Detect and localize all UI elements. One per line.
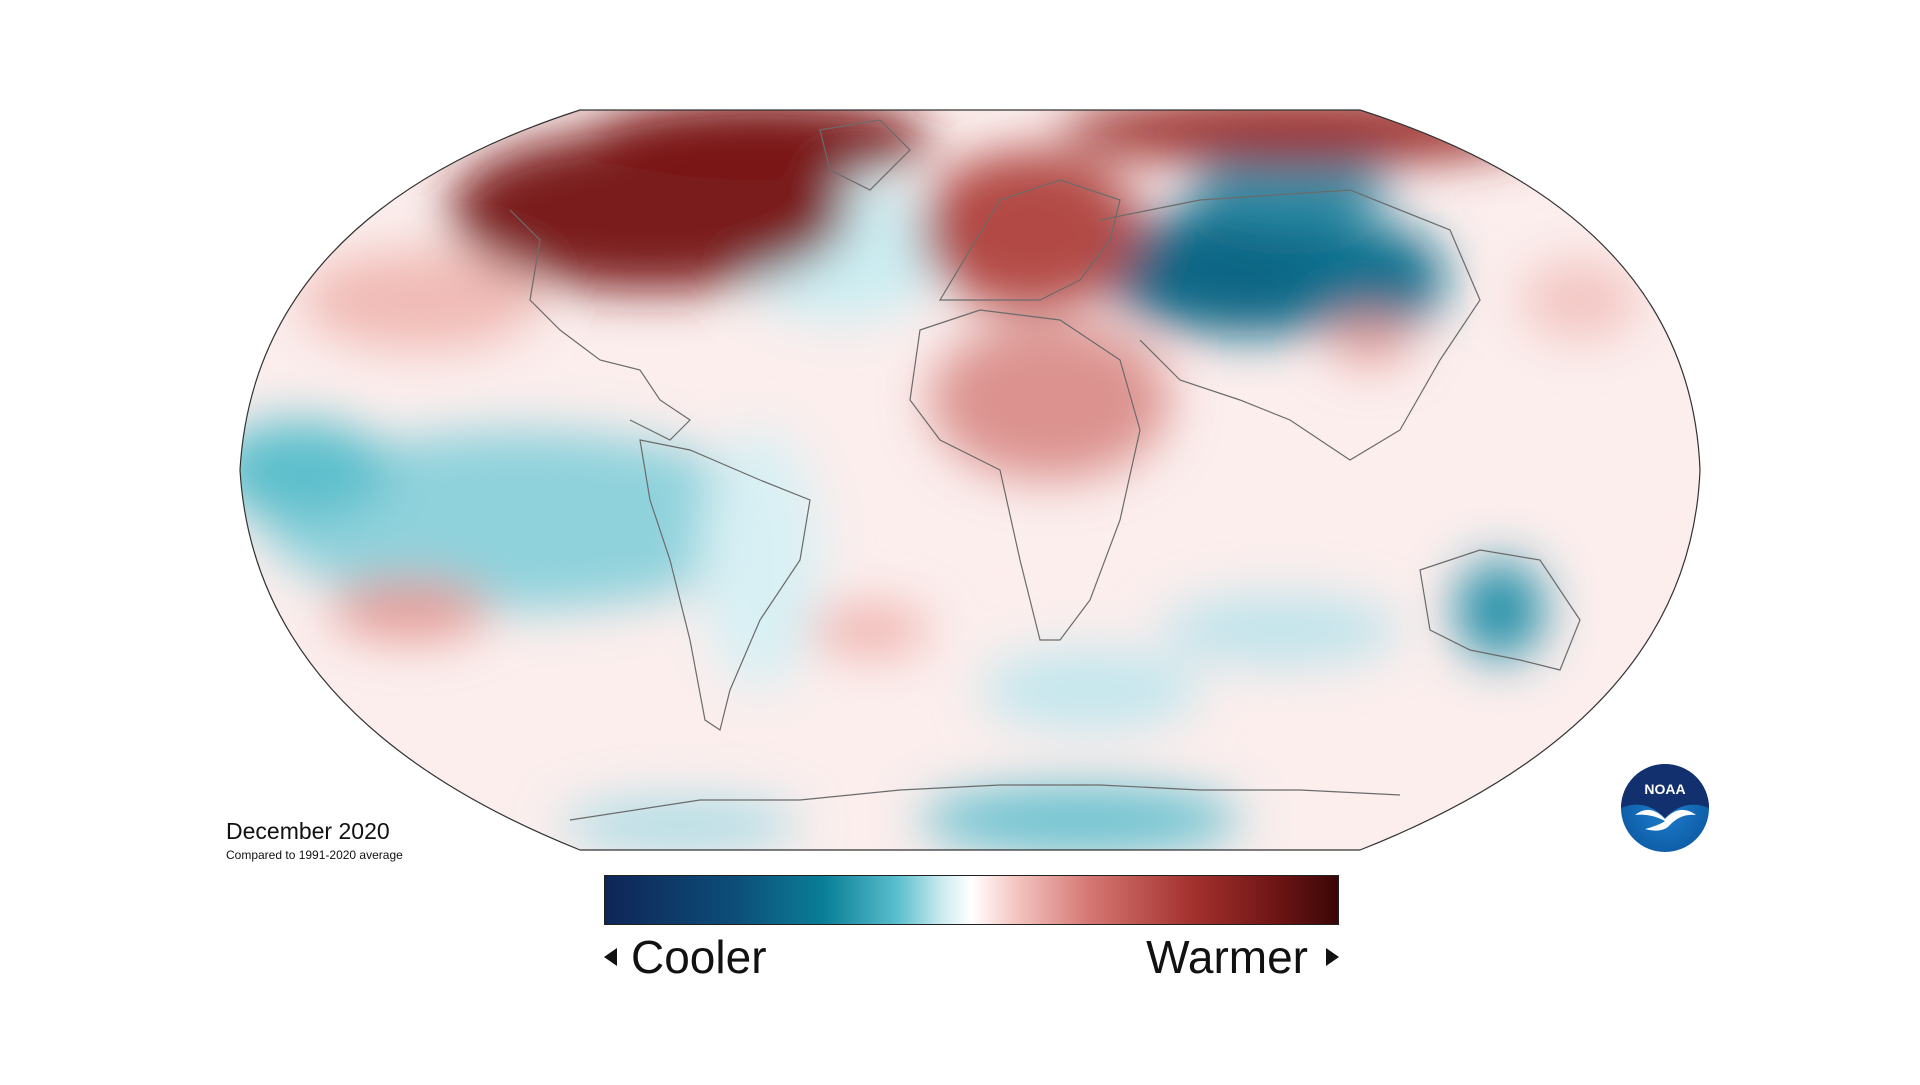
south-atlantic-warm (810, 605, 930, 655)
indian-ocean-cool (1160, 595, 1400, 665)
map-baseline: Compared to 1991-2020 average (226, 848, 403, 862)
legend-warmer-text: Warmer (1146, 931, 1308, 983)
southern-ocean-cool (980, 650, 1200, 730)
africa-warm (930, 320, 1170, 480)
north-pacific-warm (300, 250, 540, 350)
europe-warm (920, 150, 1140, 310)
australia-cool (1455, 560, 1545, 660)
asia-coast (1099, 189, 1481, 461)
globe-outline (239, 109, 1701, 851)
antarctica-west-cool (560, 800, 800, 850)
europe-coast (938, 179, 1121, 301)
anomaly-field (240, 110, 1700, 850)
legend-colorbar (604, 875, 1339, 925)
coastlines (509, 119, 1581, 821)
pacific-cool-core (240, 420, 390, 520)
map-date: December 2020 (226, 818, 390, 844)
arrow-left-icon (604, 948, 617, 966)
siberia-cool (1190, 155, 1390, 225)
mongolia-cold (1295, 225, 1445, 335)
africa-coast (909, 309, 1141, 641)
pacific-cool-band (260, 430, 780, 610)
china-warm (1330, 315, 1410, 365)
seagull-icon (1635, 809, 1696, 831)
noaa-logo: NOAA (1621, 764, 1709, 852)
south-america-coast (639, 439, 811, 731)
legend-cooler-text: Cooler (631, 931, 767, 983)
south-pacific-warm (330, 580, 490, 640)
north-west-pacific-warm (1520, 260, 1640, 340)
arctic-russia-warm (1060, 110, 1540, 165)
greenland-coast (819, 119, 911, 191)
antarctica-coast (569, 784, 1401, 821)
antarctica-cool (920, 785, 1240, 850)
north-america-coast (509, 209, 691, 441)
legend-cooler: Cooler (604, 930, 767, 984)
noaa-logo-text: NOAA (1644, 781, 1685, 797)
arctic-canada-warm (590, 110, 930, 180)
australia-coast (1419, 549, 1581, 671)
legend-warmer: Warmer (1146, 930, 1339, 984)
arrow-right-icon (1326, 948, 1339, 966)
south-america-cool (700, 430, 820, 690)
noaa-logo-top (1621, 764, 1709, 818)
